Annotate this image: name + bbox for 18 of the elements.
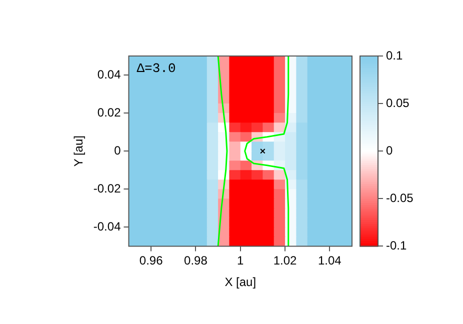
y-axis-title: Y [au] (72, 136, 86, 167)
x-tick-label: 1.04 (318, 254, 342, 268)
y-tick-label: -0.02 (93, 181, 122, 196)
color-bar-label: 0 (386, 143, 393, 158)
x-tick-label: 0.96 (139, 254, 164, 268)
color-bar-label: -0.05 (386, 190, 414, 205)
x-tick-label: 1 (237, 254, 244, 268)
color-bar-label: -0.1 (386, 238, 408, 253)
color-bar-label: 0.1 (386, 48, 404, 62)
x-axis-title: X [au] (224, 275, 256, 290)
annotation: Δ=3.0 (136, 60, 176, 76)
y-tick-label: 0.02 (97, 105, 122, 120)
x-tick-label: 0.98 (184, 254, 208, 268)
y-tick-label: 0.04 (97, 67, 122, 82)
y-tick-label: 0 (114, 143, 122, 158)
x-tick-label: 1.02 (273, 254, 298, 268)
y-tick-label: -0.04 (93, 219, 122, 234)
color-bar-label: 0.05 (386, 96, 410, 110)
